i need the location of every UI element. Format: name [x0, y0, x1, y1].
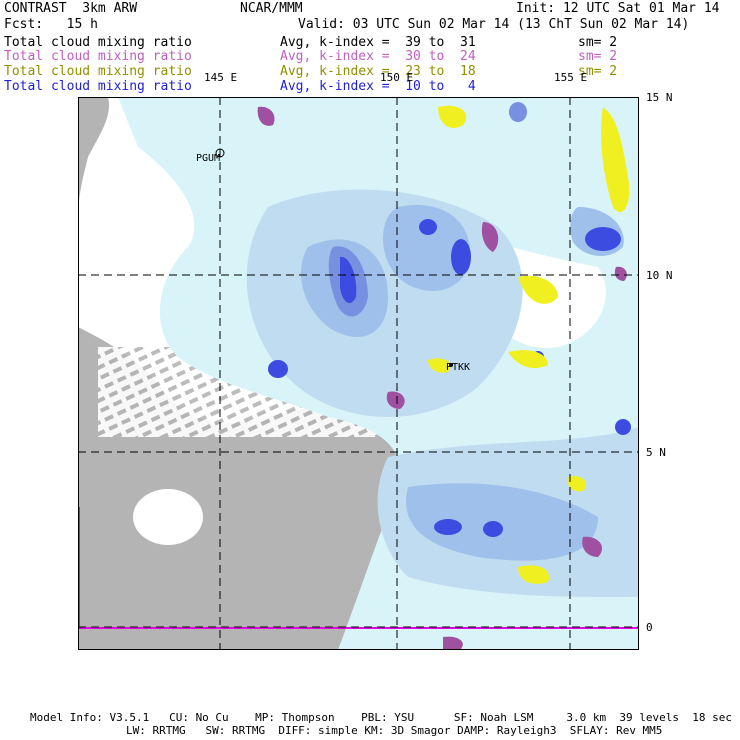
lat-lon-grid — [78, 97, 639, 650]
lat-label-10n: 10 N — [646, 269, 673, 282]
lat-label-5n: 5 N — [646, 446, 666, 459]
blue-core-6 — [434, 519, 462, 535]
model-info-line-1: Model Info: V3.5.1 CU: No Cu MP: Thompso… — [30, 711, 732, 724]
field-name-1: Total cloud mixing ratio — [4, 35, 192, 50]
field-stat-1: Avg, k-index = 39 to 31 — [280, 35, 476, 50]
clear-gap — [133, 489, 203, 545]
yellow-patch-4 — [508, 350, 548, 369]
purple-patch-4 — [582, 536, 603, 557]
blue-core-7 — [483, 521, 503, 537]
purple-patch-5 — [443, 636, 463, 650]
blue-core-5 — [268, 360, 288, 378]
gray-cloud-northwest — [78, 97, 109, 217]
lat-label-eq: 0 — [646, 621, 653, 634]
yellow-patch-7 — [567, 476, 586, 492]
blue-core-2 — [585, 227, 621, 251]
field-stat-3: Avg, k-index = 23 to 18 — [280, 64, 476, 79]
station-label-ptkk: PTKK — [446, 362, 470, 373]
station-marker-ptkk — [449, 363, 453, 367]
blue-core-3 — [451, 239, 471, 275]
product-title: CONTRAST 3km ARW — [4, 1, 138, 16]
blue-layer-2-south — [406, 483, 598, 561]
field-sm-1: sm= 2 — [578, 35, 618, 50]
blue-core-9 — [509, 102, 527, 122]
yellow-patch-1 — [438, 105, 467, 128]
forecast-hour: Fcst: 15 h — [4, 17, 98, 32]
blue-core-4 — [419, 219, 437, 235]
lat-label-15n: 15 N — [646, 91, 673, 104]
yellow-patch-6 — [518, 565, 549, 584]
field-stat-2: Avg, k-index = 30 to 24 — [280, 49, 476, 64]
lon-label-150: 150 E — [380, 71, 414, 84]
field-sm-2: sm= 2 — [578, 49, 618, 64]
valid-time: Valid: 03 UTC Sun 02 Mar 14 (13 ChT Sun … — [298, 17, 690, 32]
lon-label-155: 155 E — [554, 71, 588, 84]
station-label-pgum: PGUM — [196, 153, 220, 164]
purple-patch-6 — [614, 266, 627, 281]
lon-label-145: 145 E — [204, 71, 238, 84]
model-info-line-2: LW: RRTMG SW: RRTMG DIFF: simple KM: 3D … — [126, 724, 663, 737]
blue-core-1 — [340, 256, 357, 304]
yellow-patch-2 — [601, 107, 630, 213]
blue-layer-2-north — [383, 205, 470, 291]
field-name-3: Total cloud mixing ratio — [4, 64, 192, 79]
yellow-patch-3 — [518, 275, 558, 304]
blue-core-8 — [615, 419, 631, 435]
field-name-2: Total cloud mixing ratio — [4, 49, 192, 64]
purple-patch-2 — [481, 222, 499, 252]
init-time: Init: 12 UTC Sat 01 Mar 14 — [516, 1, 720, 16]
field-sm-3: sm= 2 — [578, 64, 618, 79]
map-border — [78, 97, 639, 650]
field-name-4: Total cloud mixing ratio — [4, 79, 192, 94]
cloud-mixing-ratio-map: PGUM PTKK — [78, 97, 639, 650]
purple-patch-3 — [386, 391, 405, 409]
purple-patch-1 — [257, 106, 275, 126]
field-stat-4: Avg, k-index = 10 to 4 — [280, 79, 476, 94]
station-marker-pgum — [215, 148, 225, 158]
source-label: NCAR/MMM — [240, 1, 303, 16]
yellow-patch-5 — [428, 358, 451, 373]
